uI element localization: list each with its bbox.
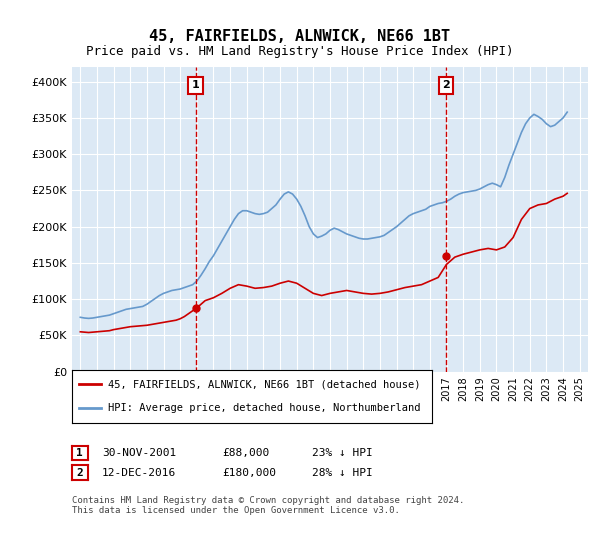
Text: £88,000: £88,000	[222, 448, 269, 458]
Text: 1: 1	[76, 448, 83, 458]
Text: 1: 1	[191, 81, 199, 91]
Text: 45, FAIRFIELDS, ALNWICK, NE66 1BT: 45, FAIRFIELDS, ALNWICK, NE66 1BT	[149, 29, 451, 44]
Text: Contains HM Land Registry data © Crown copyright and database right 2024.
This d: Contains HM Land Registry data © Crown c…	[72, 496, 464, 515]
Text: 45, FAIRFIELDS, ALNWICK, NE66 1BT (detached house): 45, FAIRFIELDS, ALNWICK, NE66 1BT (detac…	[108, 380, 421, 390]
Text: 12-DEC-2016: 12-DEC-2016	[102, 468, 176, 478]
Text: £180,000: £180,000	[222, 468, 276, 478]
Text: 2: 2	[442, 81, 450, 91]
Text: 28% ↓ HPI: 28% ↓ HPI	[312, 468, 373, 478]
Text: 30-NOV-2001: 30-NOV-2001	[102, 448, 176, 458]
Text: Price paid vs. HM Land Registry's House Price Index (HPI): Price paid vs. HM Land Registry's House …	[86, 45, 514, 58]
Text: HPI: Average price, detached house, Northumberland: HPI: Average price, detached house, Nort…	[108, 403, 421, 413]
Text: 2: 2	[76, 468, 83, 478]
Text: 23% ↓ HPI: 23% ↓ HPI	[312, 448, 373, 458]
